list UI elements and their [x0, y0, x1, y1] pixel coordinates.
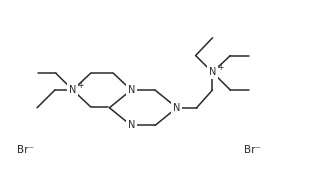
- Text: +: +: [217, 63, 224, 72]
- Text: N: N: [128, 120, 135, 130]
- Text: N: N: [173, 103, 180, 113]
- Text: Br⁻: Br⁻: [17, 145, 34, 155]
- Text: +: +: [78, 81, 84, 90]
- Text: N: N: [209, 67, 216, 77]
- Text: Br⁻: Br⁻: [244, 145, 261, 155]
- Text: N: N: [69, 85, 76, 95]
- Text: N: N: [128, 85, 135, 95]
